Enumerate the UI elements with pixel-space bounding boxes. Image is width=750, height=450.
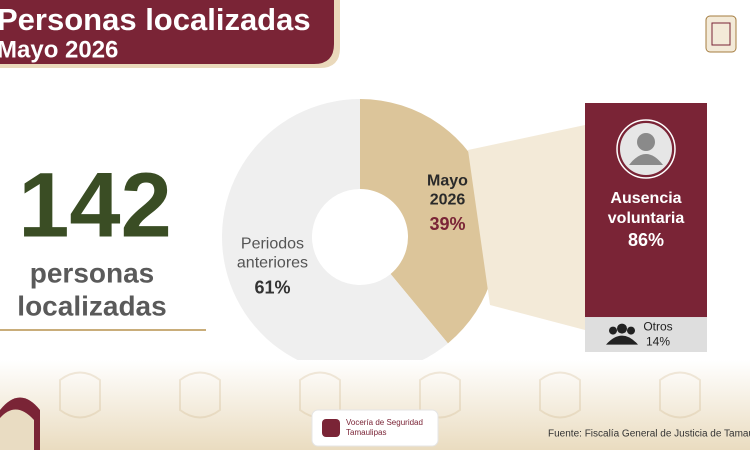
donut-slice <box>360 99 499 344</box>
donut-slice <box>222 99 448 376</box>
slice-value: 39% <box>429 214 465 234</box>
emblem <box>705 15 737 53</box>
segment-value: 86% <box>628 230 664 250</box>
group-icon <box>606 335 638 345</box>
segment-value: 14% <box>646 335 670 349</box>
kpi-value: 142 <box>18 154 172 256</box>
group-icon <box>627 326 635 335</box>
avatar-head <box>637 133 655 151</box>
kpi-label: localizadas <box>17 290 166 321</box>
slice-label: Periodos anteriores <box>237 236 308 272</box>
kpi-label: personas <box>30 257 155 288</box>
slice-value: 61% <box>254 277 290 297</box>
stacked-bar-segment <box>585 317 707 352</box>
agency-logo <box>322 419 340 437</box>
agency-name: Vocería de Seguridad <box>346 418 423 427</box>
agency-logo-box <box>311 409 439 447</box>
group-icon <box>617 323 627 334</box>
callout-connector <box>468 125 585 330</box>
slice-label: Mayo 2026 <box>427 173 468 209</box>
title: Personas localizadas <box>0 2 311 37</box>
corner-decoration <box>0 409 34 450</box>
header-banner <box>0 0 334 64</box>
subtitle: Mayo 2026 <box>0 36 118 63</box>
avatar-ring <box>616 119 676 179</box>
segment-label: Otros <box>643 320 672 334</box>
agency-name: Tamaulipas <box>346 428 386 437</box>
source: Fuente: Fiscalía General de Justicia de … <box>548 429 750 440</box>
group-icon <box>609 326 617 335</box>
segment-label: Ausencia voluntaria <box>608 190 685 227</box>
avatar-body <box>629 154 663 165</box>
